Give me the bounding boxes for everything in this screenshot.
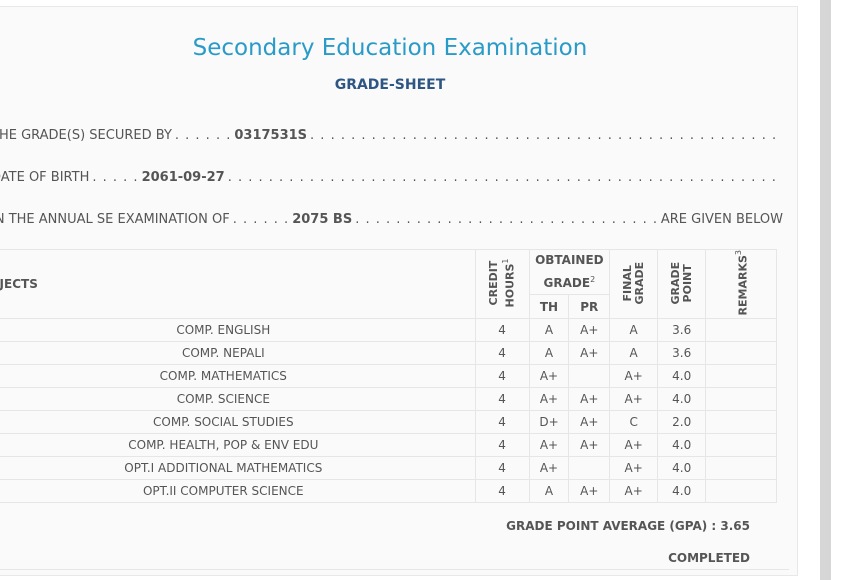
pr-grade-cell: A+ bbox=[568, 341, 611, 366]
table-row: OPT.II COMPUTER SCIENCE 4 A A+ A+ 4.0 bbox=[0, 479, 777, 504]
final-grade-cell: C bbox=[609, 410, 659, 435]
obtained-grade-header: OBTAINED GRADE2 bbox=[528, 248, 611, 296]
pr-grade-cell: A+ bbox=[568, 410, 611, 435]
symbol-number: 0317531S bbox=[234, 128, 308, 143]
grade-point-cell: 4.0 bbox=[657, 456, 707, 481]
subject-cell: OPT.I ADDITIONAL MATHEMATICS bbox=[0, 456, 476, 481]
final-grade-cell: A bbox=[609, 318, 659, 343]
th-grade-cell: A bbox=[528, 341, 570, 366]
th-grade-cell: D+ bbox=[528, 410, 570, 435]
subject-cell: COMP. SCIENCE bbox=[0, 387, 476, 412]
pr-grade-cell: A+ bbox=[568, 479, 611, 504]
grade-point-cell: 3.6 bbox=[657, 318, 707, 343]
subject-cell: COMP. MATHEMATICS bbox=[0, 364, 476, 389]
pr-grade-cell bbox=[568, 456, 611, 481]
table-row: COMP. SCIENCE 4 A+ A+ A+ 4.0 bbox=[0, 387, 777, 412]
secured-by-label: THE GRADE(S) SECURED BY bbox=[0, 128, 172, 143]
credit-cell: 4 bbox=[474, 456, 530, 481]
remarks-cell bbox=[705, 387, 777, 412]
th-grade-cell: A+ bbox=[528, 433, 570, 458]
final-grade-header: FINAL GRADE bbox=[609, 248, 659, 320]
grade-point-header: GRADE POINT bbox=[657, 248, 707, 320]
subject-cell: COMP. SOCIAL STUDIES bbox=[0, 410, 476, 435]
final-grade-cell: A+ bbox=[609, 387, 659, 412]
pr-grade-cell: A+ bbox=[568, 433, 611, 458]
remarks-cell bbox=[705, 410, 777, 435]
remarks-cell bbox=[705, 479, 777, 504]
page-subtitle: GRADE-SHEET bbox=[334, 77, 446, 93]
grades-table: SUBJECTS CREDIT HOURS1 OBTAINED GRADE2 F… bbox=[0, 248, 777, 504]
pr-grade-cell bbox=[568, 364, 611, 389]
exam-tail: ARE GIVEN BELOW bbox=[660, 212, 783, 227]
final-grade-cell: A+ bbox=[609, 364, 659, 389]
pr-header: PR bbox=[568, 294, 611, 320]
result-status: COMPLETED bbox=[668, 551, 750, 565]
th-grade-cell: A+ bbox=[528, 387, 570, 412]
remarks-cell bbox=[705, 364, 777, 389]
credit-cell: 4 bbox=[474, 410, 530, 435]
subject-cell: COMP. NEPALI bbox=[0, 341, 476, 366]
date-of-birth: 2061-09-27 bbox=[141, 170, 225, 185]
grade-point-cell: 4.0 bbox=[657, 364, 707, 389]
th-grade-cell: A bbox=[528, 318, 570, 343]
credit-cell: 4 bbox=[474, 387, 530, 412]
grade-point-cell: 2.0 bbox=[657, 410, 707, 435]
exam-label: IN THE ANNUAL SE EXAMINATION OF bbox=[0, 212, 230, 227]
gpa-summary: GRADE POINT AVERAGE (GPA) : 3.65 bbox=[506, 519, 750, 533]
credit-cell: 4 bbox=[474, 341, 530, 366]
exam-line: IN THE ANNUAL SE EXAMINATION OF . . . . … bbox=[0, 212, 783, 227]
pr-grade-cell: A+ bbox=[568, 387, 611, 412]
table-row: COMP. ENGLISH 4 A A+ A 3.6 bbox=[0, 318, 777, 343]
final-grade-cell: A+ bbox=[609, 479, 659, 504]
dob-line: DATE OF BIRTH . . . . . 2061-09-27 bbox=[0, 170, 783, 185]
final-grade-cell: A+ bbox=[609, 433, 659, 458]
remarks-cell bbox=[705, 318, 777, 343]
th-grade-cell: A+ bbox=[528, 364, 570, 389]
credit-cell: 4 bbox=[474, 479, 530, 504]
final-grade-cell: A bbox=[609, 341, 659, 366]
pr-grade-cell: A+ bbox=[568, 318, 611, 343]
remarks-cell bbox=[705, 341, 777, 366]
grade-point-cell: 3.6 bbox=[657, 341, 707, 366]
credit-hours-header: CREDIT HOURS1 bbox=[474, 248, 530, 320]
th-header: TH bbox=[528, 294, 570, 320]
credit-cell: 4 bbox=[474, 433, 530, 458]
dob-label: DATE OF BIRTH bbox=[0, 170, 90, 185]
grade-point-cell: 4.0 bbox=[657, 387, 707, 412]
divider bbox=[0, 569, 789, 570]
subjects-header: SUBJECTS bbox=[0, 248, 476, 320]
exam-year: 2075 BS bbox=[292, 212, 353, 227]
remarks-header: REMARKS3 bbox=[705, 248, 777, 320]
subject-cell: COMP. ENGLISH bbox=[0, 318, 476, 343]
th-grade-cell: A+ bbox=[528, 456, 570, 481]
page-title: Secondary Education Examination bbox=[192, 35, 588, 61]
grade-sheet: Secondary Education Examination GRADE-SH… bbox=[0, 6, 798, 576]
table-row: COMP. SOCIAL STUDIES 4 D+ A+ C 2.0 bbox=[0, 410, 777, 435]
table-row: COMP. NEPALI 4 A A+ A 3.6 bbox=[0, 341, 777, 366]
table-row: OPT.I ADDITIONAL MATHEMATICS 4 A+ A+ 4.0 bbox=[0, 456, 777, 481]
grade-point-cell: 4.0 bbox=[657, 433, 707, 458]
remarks-cell bbox=[705, 456, 777, 481]
table-row: COMP. HEALTH, POP & ENV EDU 4 A+ A+ A+ 4.0 bbox=[0, 433, 777, 458]
table-row: COMP. MATHEMATICS 4 A+ A+ 4.0 bbox=[0, 364, 777, 389]
remarks-cell bbox=[705, 433, 777, 458]
grade-point-cell: 4.0 bbox=[657, 479, 707, 504]
subject-cell: COMP. HEALTH, POP & ENV EDU bbox=[0, 433, 476, 458]
vertical-scrollbar[interactable] bbox=[820, 0, 831, 580]
secured-by-line: THE GRADE(S) SECURED BY . . . . . . 0317… bbox=[0, 128, 783, 143]
credit-cell: 4 bbox=[474, 318, 530, 343]
th-grade-cell: A bbox=[528, 479, 570, 504]
subject-cell: OPT.II COMPUTER SCIENCE bbox=[0, 479, 476, 504]
final-grade-cell: A+ bbox=[609, 456, 659, 481]
credit-cell: 4 bbox=[474, 364, 530, 389]
